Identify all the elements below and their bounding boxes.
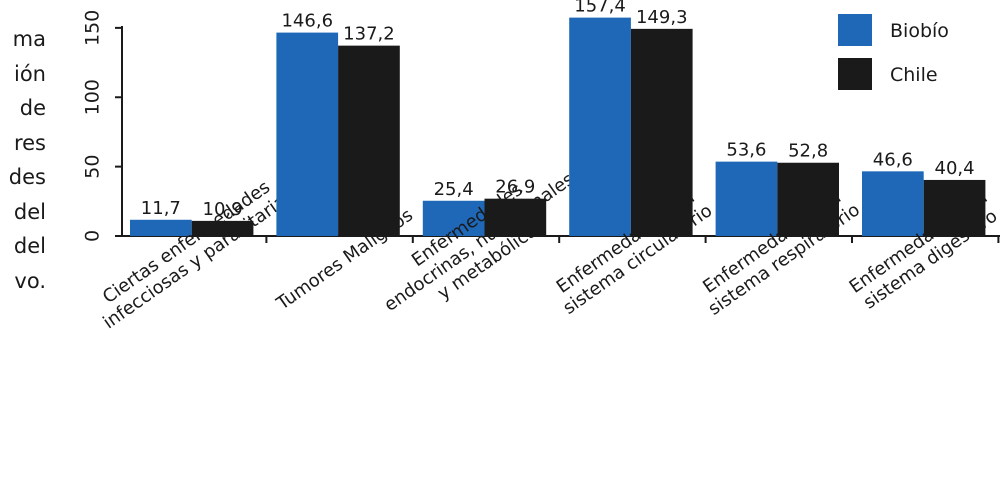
body-text-line-4: res [13,130,46,155]
data-label-biobio-1: 146,6 [281,11,333,32]
legend-label-biobio: Biobío [890,20,949,42]
data-label-biobio-4: 53,6 [726,140,766,161]
data-label-chile-1: 137,2 [343,24,395,45]
bar-chile-5 [923,179,986,236]
legend-swatch-chile [838,58,872,90]
bar-chile-1 [338,45,400,237]
x-category-label-2: Enfermedadesendocrinas, nutricionalesy m… [368,152,590,334]
bar-chile-2 [484,198,547,236]
bar-biobio-5 [862,171,924,236]
data-label-chile-4: 52,8 [788,141,828,162]
y-tick-label-100: 100 [82,79,104,115]
x-category-label-2-line-1: endocrinas, nutricionales [380,169,578,316]
legend-label-chile: Chile [890,64,938,86]
body-text-line-1: ma [12,27,46,51]
body-text-line-6: del [13,199,46,224]
legend-swatch-biobio [838,14,872,46]
bar-biobio-0 [130,219,192,236]
x-category-label-0-line-1: infecciosas y parasitarias [99,186,298,334]
data-label-biobio-3: 157,4 [574,0,626,17]
body-text-line-2: ión [14,61,46,86]
bar-biobio-4 [715,161,778,236]
bar-biobio-1 [276,32,339,236]
bar-biobio-2 [422,200,485,236]
bar-chile-4 [777,162,839,236]
data-label-biobio-0: 11,7 [141,198,181,219]
bar-biobio-3 [569,17,631,237]
body-text-line-3: de [19,96,46,120]
data-label-chile-3: 149,3 [636,7,688,28]
y-tick-label-150: 150 [82,10,104,46]
data-label-chile-5: 40,4 [935,158,975,179]
data-label-biobio-5: 46,6 [873,149,913,170]
body-text-fragment: ma ión de res des del del vo. [0,22,46,298]
bar-chile-0 [191,220,254,236]
data-label-chile-0: 10,9 [203,199,243,220]
data-label-biobio-2: 25,4 [434,179,474,200]
data-label-chile-2: 26,9 [495,177,535,198]
body-text-line-7: del [13,234,46,258]
x-category-label-0: Ciertas enfermedadesinfecciosas y parasi… [87,168,298,333]
bar-chile-3 [630,28,693,236]
y-tick-label-0: 0 [82,230,104,242]
body-text-line-5: des [8,165,46,189]
body-text-line-8: vo. [14,268,46,293]
x-category-label-0-line-0: Ciertas enfermedades [99,177,274,308]
y-tick-label-50: 50 [82,155,104,179]
